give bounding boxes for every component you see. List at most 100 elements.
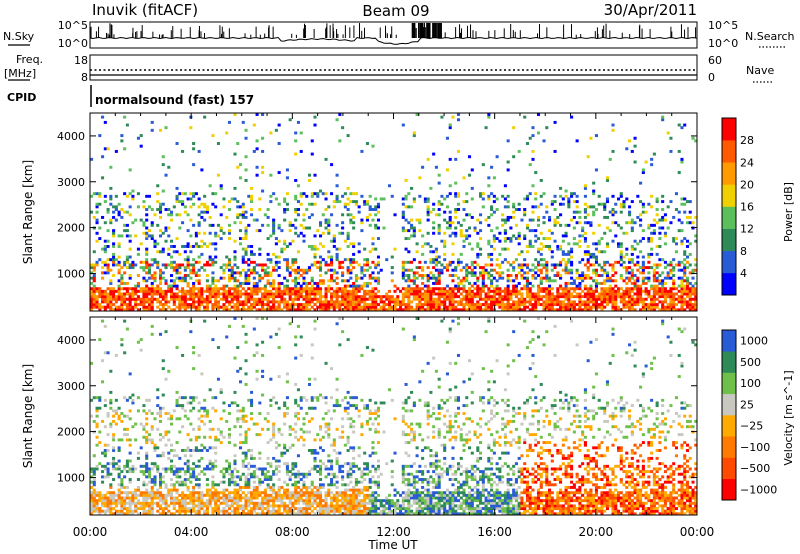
heatmap-cell	[244, 234, 248, 238]
heatmap-cell	[125, 438, 129, 442]
heatmap-cell	[594, 268, 598, 272]
heatmap-cell	[128, 205, 132, 209]
heatmap-cell	[633, 274, 637, 277]
heatmap-cell	[101, 300, 105, 304]
heatmap-cell	[589, 287, 593, 291]
heatmap-cell	[407, 300, 411, 304]
nave-label: Nave	[746, 64, 774, 77]
heatmap-cell	[594, 295, 598, 299]
heatmap-cell	[561, 202, 565, 206]
heatmap-cell	[685, 260, 690, 264]
heatmap-cell	[600, 305, 604, 309]
heatmap-cell	[172, 279, 176, 283]
heatmap-cell	[592, 189, 596, 193]
heatmap-cell	[98, 406, 102, 410]
heatmap-cell	[498, 266, 502, 270]
heatmap-cell	[244, 279, 248, 283]
heatmap-cell	[611, 289, 615, 293]
heatmap-cell	[663, 231, 667, 235]
heatmap-cell	[385, 292, 389, 296]
heatmap-cell	[98, 192, 102, 196]
heatmap-cell	[186, 258, 190, 262]
heatmap-cell	[139, 134, 143, 138]
heatmap-cell	[443, 210, 447, 214]
heatmap-cell	[360, 271, 364, 275]
heatmap-cell	[98, 194, 102, 198]
heatmap-cell	[605, 303, 610, 307]
heatmap-cell	[454, 274, 458, 277]
heatmap-cell	[288, 295, 292, 299]
heatmap-cell	[545, 268, 549, 272]
heatmap-cell	[175, 237, 179, 241]
heatmap-cell	[363, 295, 367, 299]
heatmap-cell	[241, 281, 245, 285]
heatmap-cell	[147, 276, 151, 280]
heatmap-cell	[451, 295, 455, 299]
heatmap-cell	[426, 300, 430, 304]
heatmap-cell	[387, 184, 392, 188]
heatmap-cell	[354, 287, 358, 291]
heatmap-cell	[473, 274, 477, 277]
heatmap-cell	[578, 305, 582, 309]
heatmap-cell	[247, 300, 251, 304]
heatmap-cell	[321, 192, 325, 196]
heatmap-cell	[208, 300, 212, 304]
heatmap-cell	[503, 218, 507, 222]
heatmap-cell	[214, 287, 218, 291]
heatmap-cell	[470, 168, 474, 172]
heatmap-cell	[203, 289, 207, 293]
heatmap-cell	[227, 258, 232, 262]
heatmap-cell	[594, 168, 598, 172]
heatmap-cell	[401, 197, 405, 201]
heatmap-cell	[498, 263, 502, 267]
heatmap-cell	[523, 271, 527, 275]
heatmap-cell	[506, 289, 510, 293]
heatmap-cell	[123, 297, 127, 301]
heatmap-cell	[117, 305, 121, 309]
heatmap-cell	[338, 287, 342, 291]
heatmap-cell	[178, 295, 182, 299]
heatmap-cell	[197, 485, 201, 489]
heatmap-cell	[114, 289, 118, 293]
heatmap-cell	[608, 287, 612, 291]
heatmap-cell	[167, 165, 171, 169]
heatmap-cell	[456, 202, 461, 206]
heatmap-cell	[197, 268, 201, 272]
heatmap-cell	[227, 324, 232, 328]
heatmap-cell	[625, 197, 629, 201]
heatmap-cell	[401, 271, 405, 275]
heatmap-cell	[222, 496, 226, 500]
heatmap-cell	[440, 263, 444, 267]
heatmap-cell	[219, 509, 223, 513]
heatmap-cell	[200, 266, 204, 270]
heatmap-cell	[214, 493, 218, 497]
heatmap-cell	[605, 215, 610, 219]
heatmap-cell	[567, 252, 571, 256]
heatmap-cell	[319, 221, 323, 225]
heatmap-cell	[327, 287, 331, 291]
heatmap-cell	[343, 287, 347, 291]
heatmap-cell	[150, 438, 154, 442]
heatmap-cell	[616, 295, 621, 299]
heatmap-cell	[644, 266, 648, 270]
heatmap-cell	[415, 295, 419, 299]
heatmap-cell	[564, 189, 568, 193]
heatmap-cell	[448, 157, 452, 161]
heatmap-cell	[258, 300, 262, 304]
heatmap-cell	[404, 295, 408, 299]
heatmap-cell	[462, 308, 466, 312]
heatmap-cell	[272, 295, 276, 299]
heatmap-cell	[412, 231, 416, 235]
heatmap-cell	[183, 414, 187, 418]
heatmap-cell	[644, 305, 648, 309]
heatmap-cell	[652, 223, 656, 227]
heatmap-cell	[211, 499, 215, 503]
heatmap-cell	[134, 292, 138, 296]
heatmap-cell	[426, 213, 430, 217]
heatmap-cell	[429, 287, 433, 291]
heatmap-cell	[647, 279, 651, 283]
heatmap-cell	[120, 300, 124, 304]
heatmap-cell	[462, 284, 466, 288]
heatmap-cell	[178, 297, 182, 301]
heatmap-cell	[432, 274, 436, 277]
